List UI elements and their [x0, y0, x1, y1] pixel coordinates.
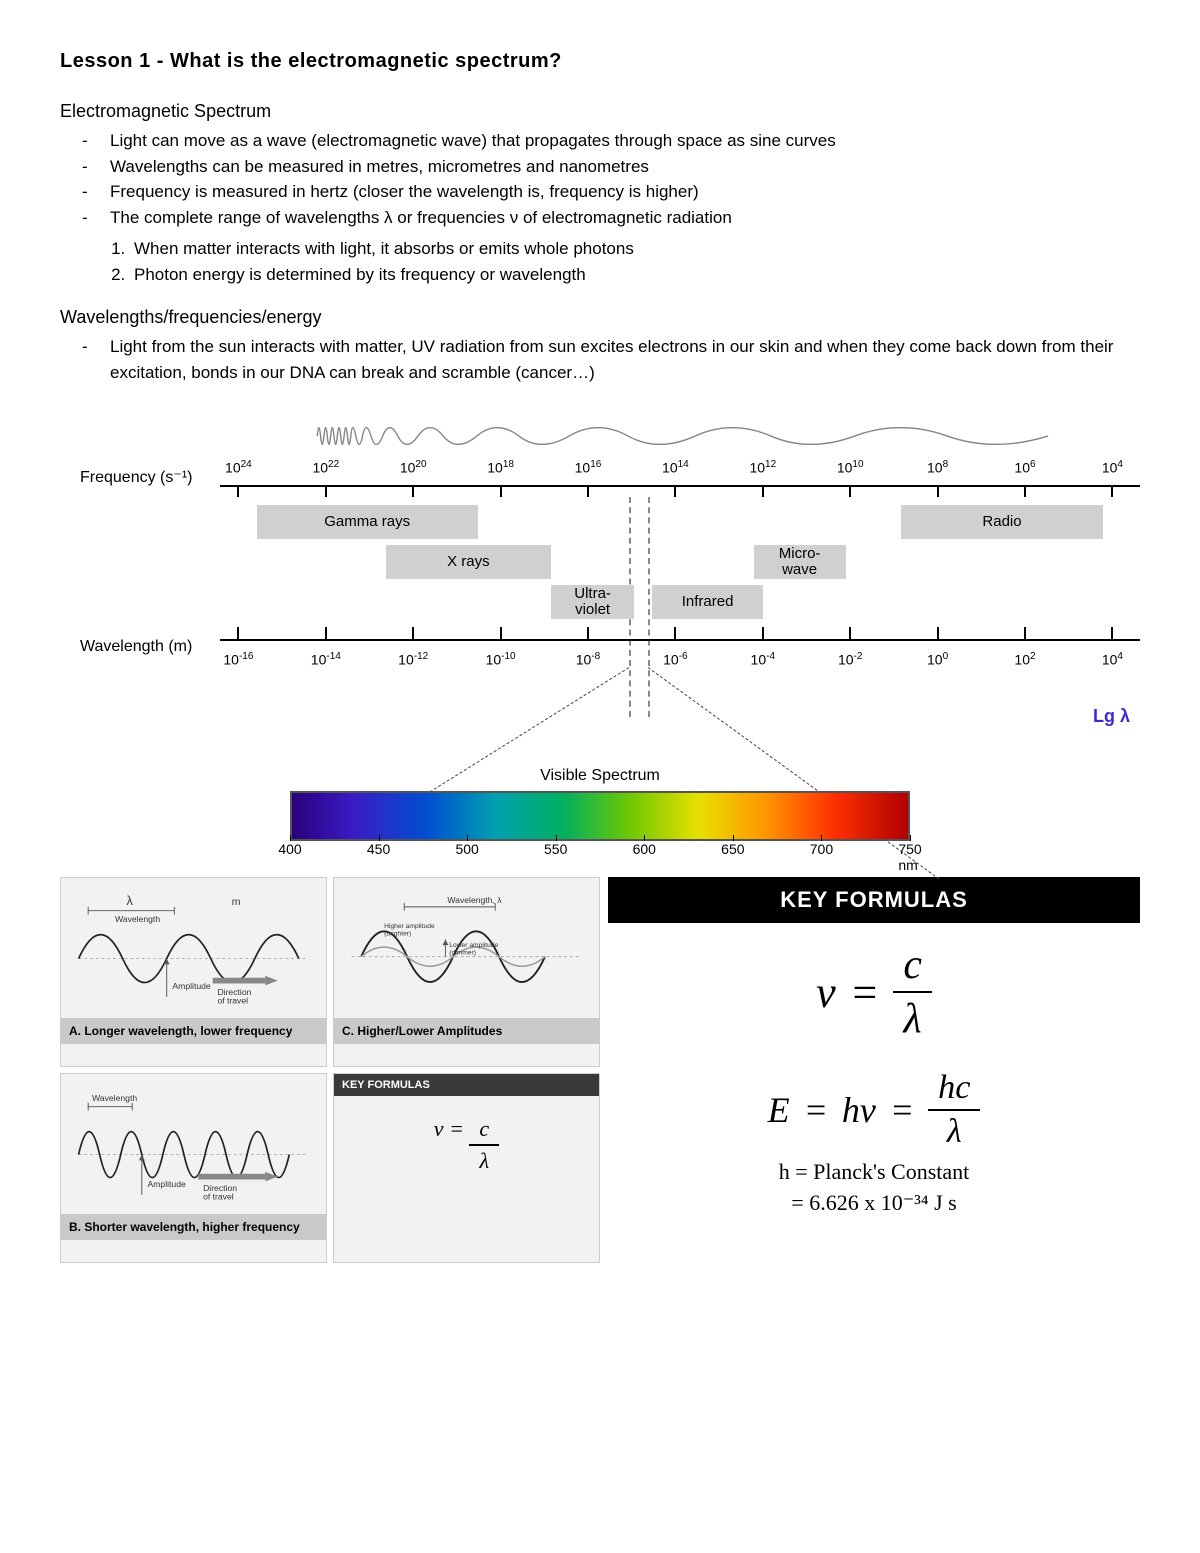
- svg-text:Higher amplitude: Higher amplitude: [384, 923, 435, 930]
- visible-tick: 750 nm: [898, 841, 921, 873]
- svg-text:of travel: of travel: [203, 1192, 234, 1202]
- planck-constant: h = Planck's Constant = 6.626 x 10⁻³⁴ J …: [618, 1157, 1130, 1219]
- svg-text:λ: λ: [126, 894, 133, 908]
- visible-spectrum-title: Visible Spectrum: [290, 767, 910, 785]
- mini-formula: ν = cλ: [334, 1096, 599, 1262]
- mini-key-formulas-header: KEY FORMULAS: [334, 1074, 599, 1096]
- section2-title: Wavelengths/frequencies/energy: [60, 307, 1140, 328]
- svg-text:Wavelength: Wavelength: [115, 914, 160, 924]
- bullet-item: Frequency is measured in hertz (closer t…: [110, 179, 1140, 205]
- numbered-item: When matter interacts with light, it abs…: [130, 236, 1140, 262]
- bullet-item: The complete range of wavelengths λ or f…: [110, 205, 1140, 231]
- spectrum-bands: Gamma rays Radio X rays Micro- wave Ultra- v…: [220, 497, 1140, 627]
- frequency-axis: 1024102210201018101610141012101010810610…: [220, 457, 1140, 497]
- panel-b-caption: B. Shorter wavelength, higher frequency: [61, 1214, 326, 1240]
- visible-tick: 450: [367, 841, 390, 857]
- spectrum-band: Infrared: [652, 585, 762, 619]
- svg-text:Wavelength, λ: Wavelength, λ: [447, 895, 502, 905]
- panel-d: KEY FORMULAS ν = cλ: [333, 1073, 600, 1263]
- bullet-item: Light from the sun interacts with matter…: [110, 334, 1140, 385]
- frequency-axis-label: Frequency (s⁻¹): [60, 467, 220, 487]
- visible-tick: 550: [544, 841, 567, 857]
- visible-tick: 500: [455, 841, 478, 857]
- svg-text:(dimmer): (dimmer): [449, 950, 476, 957]
- svg-text:Amplitude: Amplitude: [148, 1179, 186, 1189]
- visible-tick: 400: [278, 841, 301, 857]
- lg-lambda-label: Lg λ: [1093, 706, 1130, 727]
- svg-text:Lower amplitude: Lower amplitude: [449, 942, 498, 949]
- svg-text:of travel: of travel: [217, 996, 248, 1006]
- spectrum-band: Gamma rays: [257, 505, 478, 539]
- page-title: Lesson 1 - What is the electromagnetic s…: [60, 50, 1140, 73]
- section1-numbered: When matter interacts with light, it abs…: [60, 236, 1140, 287]
- bullet-item: Light can move as a wave (electromagneti…: [110, 128, 1140, 154]
- panel-a-caption: A. Longer wavelength, lower frequency: [61, 1018, 326, 1044]
- em-spectrum-figure: Frequency (s⁻¹) 102410221020101810161014…: [60, 405, 1140, 867]
- panel-b: Wavelength Amplitude Direction of travel…: [60, 1073, 327, 1263]
- panel-c: Wavelength, λ Higher amplitude (brighter…: [333, 877, 600, 1067]
- spectrum-band: X rays: [386, 545, 552, 579]
- formula-energy: E = hν = hcλ h = Planck's Constant = 6.6…: [608, 1061, 1140, 1237]
- section2-bullets: Light from the sun interacts with matter…: [60, 334, 1140, 385]
- visible-spectrum-bar: [290, 791, 910, 841]
- visible-tick: 700: [810, 841, 833, 857]
- svg-text:(brighter): (brighter): [384, 931, 411, 938]
- bullet-item: Wavelengths can be measured in metres, m…: [110, 154, 1140, 180]
- bottom-panels: λ m Wavelength Amplitude Direction of tr…: [60, 877, 1140, 1263]
- formula-nu: ν = cλ: [608, 923, 1140, 1061]
- spectrum-band: Radio: [901, 505, 1103, 539]
- wave-decoration-icon: [220, 415, 1170, 457]
- section1-bullets: Light can move as a wave (electromagneti…: [60, 128, 1140, 230]
- section1-title: Electromagnetic Spectrum: [60, 101, 1140, 122]
- svg-text:Amplitude: Amplitude: [172, 981, 210, 991]
- numbered-item: Photon energy is determined by its frequ…: [130, 262, 1140, 288]
- svg-text:Wavelength: Wavelength: [92, 1093, 137, 1103]
- wavelength-axis: Lg λ 10-1610-1410-1210-1010-810-610-410-…: [220, 627, 1140, 667]
- visible-tick: 650: [721, 841, 744, 857]
- panel-c-caption: C. Higher/Lower Amplitudes: [334, 1018, 599, 1044]
- spectrum-band: Ultra- violet: [551, 585, 634, 619]
- visible-spectrum-block: Visible Spectrum 40045050055060065070075…: [290, 767, 910, 867]
- panel-a: λ m Wavelength Amplitude Direction of tr…: [60, 877, 327, 1067]
- wavelength-axis-label: Wavelength (m): [60, 638, 220, 656]
- svg-text:m: m: [232, 896, 241, 908]
- key-formulas-header: KEY FORMULAS: [608, 877, 1140, 923]
- spectrum-band: Micro- wave: [754, 545, 846, 579]
- visible-tick: 600: [633, 841, 656, 857]
